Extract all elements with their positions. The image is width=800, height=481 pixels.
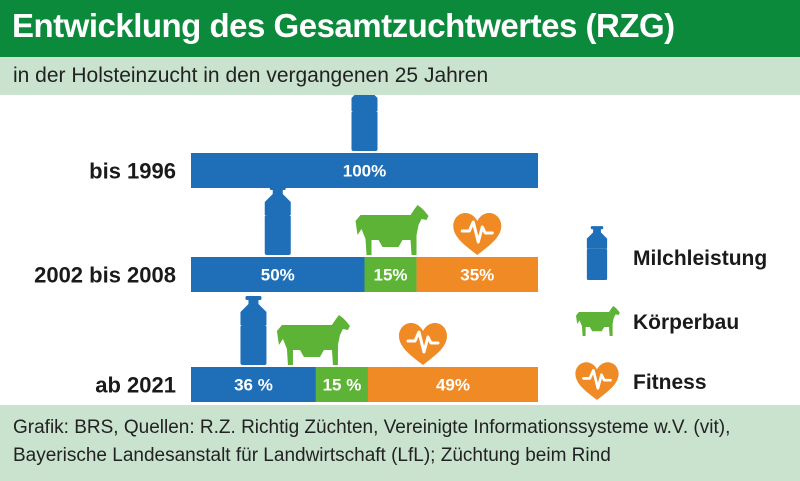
stacked-bar-chart: bis 1996 100% 2002 bis 2008 50% 15% 35% ab 202… (34, 95, 767, 402)
bar-segment (416, 257, 538, 292)
category-label: bis 1996 (89, 159, 176, 184)
data-label: 15 % (323, 376, 362, 395)
source-note: Grafik: BRS, Quellen: R.Z. Richtig Zücht… (13, 417, 731, 466)
legend-label: Körperbau (633, 311, 739, 334)
category-label: ab 2021 (95, 373, 176, 398)
bar-segment (367, 367, 538, 402)
legend-label: Milchleistung (633, 247, 767, 270)
subtitle-band: in der Holsteinzucht in den vergangenen … (0, 57, 800, 95)
heart-pulse-icon (574, 360, 620, 402)
heart-pulse-icon (397, 321, 449, 367)
bar-segment (191, 367, 316, 402)
heart-pulse-icon (451, 211, 503, 257)
category-label: 2002 bis 2008 (34, 263, 176, 288)
bar-segment (191, 257, 365, 292)
cow-icon (576, 306, 620, 336)
source-band: Grafik: BRS, Quellen: R.Z. Richtig Zücht… (0, 405, 800, 481)
data-label: 100% (343, 162, 386, 181)
data-label: 49% (436, 376, 470, 395)
chart-title: Entwicklung des Gesamtzuchtwertes (RZG) (12, 7, 675, 44)
header-bar: Entwicklung des Gesamtzuchtwertes (RZG) (0, 0, 800, 57)
legend: Milchleistung Körperbau Fitness (574, 226, 767, 402)
milk-can-icon (264, 186, 291, 255)
legend-label: Fitness (633, 371, 707, 394)
milk-can-icon (586, 226, 608, 280)
cow-icon (276, 315, 350, 365)
bar-segment (191, 153, 538, 188)
chart-subtitle: in der Holsteinzucht in den vergangenen … (13, 64, 489, 87)
data-label: 35% (460, 266, 494, 285)
data-label: 50% (261, 266, 295, 285)
data-label: 15% (374, 266, 408, 285)
cow-icon (355, 205, 429, 255)
milk-can-icon (240, 296, 267, 365)
bar-segment (315, 367, 368, 402)
data-label: 36 % (234, 376, 273, 395)
bar-segment (364, 257, 417, 292)
milk-can-icon (351, 95, 378, 151)
